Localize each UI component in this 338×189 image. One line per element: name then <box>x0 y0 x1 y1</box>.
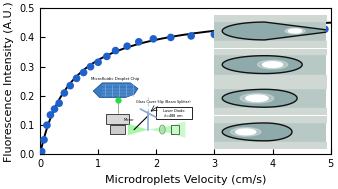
Point <box>44 124 50 127</box>
Point <box>56 102 62 105</box>
Point <box>95 61 101 64</box>
Point <box>68 84 73 87</box>
Point <box>39 150 44 153</box>
Point <box>322 28 328 31</box>
Point <box>48 113 53 116</box>
X-axis label: Microdroplets Velocity (cm/s): Microdroplets Velocity (cm/s) <box>105 175 266 185</box>
Point <box>88 65 93 68</box>
Point <box>104 55 110 58</box>
Point <box>270 30 275 33</box>
Point <box>62 91 67 94</box>
Point <box>241 32 246 35</box>
Point <box>168 36 173 39</box>
Point <box>189 34 194 37</box>
Point <box>74 77 79 80</box>
Point <box>151 37 156 40</box>
Point <box>113 49 118 52</box>
Point <box>136 40 142 43</box>
Point <box>52 108 57 111</box>
Y-axis label: Fluorescence Intensity (A.U.): Fluorescence Intensity (A.U.) <box>4 1 14 162</box>
Point <box>124 45 130 48</box>
Point <box>81 71 86 74</box>
Point <box>212 33 217 36</box>
Point <box>299 29 304 32</box>
Point <box>41 138 47 141</box>
